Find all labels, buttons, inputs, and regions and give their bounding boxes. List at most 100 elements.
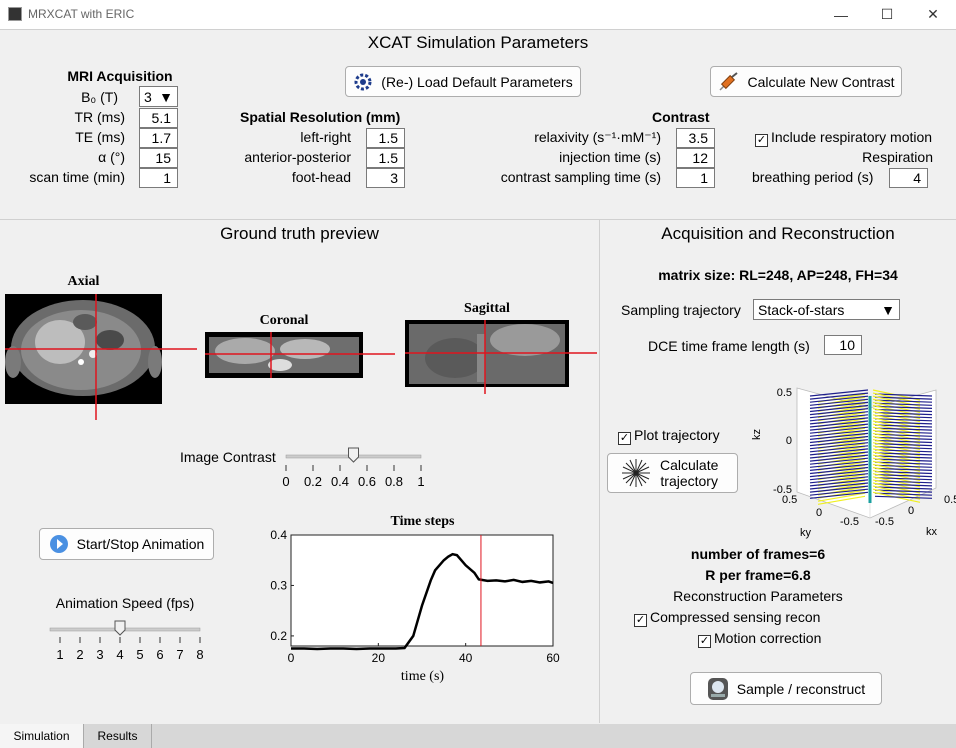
chart-xlabel: time (s) [400,669,445,684]
close-button[interactable]: ✕ [927,6,939,22]
trajectory-line [874,443,933,447]
plot-area [290,534,554,647]
calc-contrast-button[interactable]: Calculate New Contrast [710,66,902,97]
trajectory-value: Stack-of-stars [758,301,845,318]
ky-tick-1: 0 [816,507,822,519]
app-icon [8,7,22,21]
te-label: TE (ms) [75,129,125,145]
start-stop-button[interactable]: Start/Stop Animation [39,528,214,560]
b0-select[interactable]: 3 ▼ [139,86,178,107]
relaxivity-field[interactable]: 3.5 [676,128,715,148]
trajectory-line [809,420,869,428]
trajectory-line [809,398,869,406]
trajectory-line [809,448,869,456]
tr-field[interactable]: 5.1 [139,108,178,128]
lr-field[interactable]: 1.5 [366,128,405,148]
trajectory-line [809,491,869,499]
coronal-label: Coronal [259,313,309,328]
te-field[interactable]: 1.7 [139,128,178,148]
calc-trajectory-line1: Calculate [660,457,719,473]
trajectory-line [874,470,933,475]
trajectory-line [809,460,869,468]
cs-label: Compressed sensing recon [650,609,821,625]
maximize-button[interactable]: ☐ [880,6,894,22]
trajectory-label: Sampling trajectory [621,302,741,318]
series-line [291,552,554,651]
trajectory-line [809,488,869,496]
window-titlebar [0,0,956,29]
trajectory-line [874,427,933,431]
kx-axis-label: kx [926,526,938,538]
slider-tick-label: 0.8 [384,474,404,489]
slider-tick-label: 0 [282,474,290,489]
ky-tick-2: -0.5 [840,516,859,528]
minimize-button[interactable]: — [834,6,848,23]
section-divider [0,219,956,220]
include-resp-checkbox[interactable]: ✓ Include respiratory motion [755,129,932,147]
trajectory-line [809,439,869,447]
trajectory-line [874,461,933,465]
trajectory-line [809,392,869,400]
kx-tick-0: -0.5 [875,516,894,528]
load-default-button[interactable]: (Re-) Load Default Parameters [345,66,581,97]
x-tick-label: 40 [459,651,473,665]
sagittal-label: Sagittal [464,301,510,316]
image-contrast-slider[interactable] [281,446,431,490]
trajectory-line [874,480,933,484]
cs-checkbox[interactable]: ✓ Compressed sensing recon [634,609,820,627]
tab-simulation[interactable]: Simulation [0,724,84,748]
slider-thumb[interactable] [114,620,126,636]
plot-trajectory-label: Plot trajectory [634,427,720,443]
kx-tick-1: 0 [908,505,914,517]
trajectory-line [874,455,933,459]
motion-checkbox[interactable]: ✓ Motion correction [698,630,821,648]
tab-results[interactable]: Results [84,724,152,748]
slider-thumb[interactable] [348,447,359,463]
sampling-label: contrast sampling time (s) [500,169,661,185]
x-tick-label: 0 [288,651,295,665]
injection-field[interactable]: 12 [676,148,715,168]
chevron-down-icon: ▼ [881,301,895,318]
trajectory-line [809,466,869,475]
axial-label: Axial [67,274,100,289]
speed-slider[interactable] [45,617,210,661]
coronal-image [205,332,395,378]
ky-tick-0: 0.5 [782,494,797,506]
trajectory-line [874,492,933,496]
trajectory-line [874,467,933,471]
check-icon: ✓ [698,635,711,648]
trajectory-line [874,464,933,468]
frame-length-field[interactable]: 10 [824,335,862,355]
titlebar-divider [0,29,956,30]
plot-trajectory-checkbox[interactable]: ✓ Plot trajectory [618,427,720,445]
slider-tick-label: 3 [96,647,104,662]
trajectory-line [874,452,933,456]
trajectory-line [874,393,933,397]
check-icon: ✓ [634,614,647,627]
sample-reconstruct-button[interactable]: Sample / reconstruct [690,672,882,705]
tr-label: TR (ms) [74,109,125,125]
respiration-heading: Respiration [862,149,933,165]
ap-field[interactable]: 1.5 [366,148,405,168]
slider-tick-label: 0.2 [303,474,323,489]
trajectory-line [809,473,869,481]
trajectory-line [874,399,933,403]
kz-axis-label: kz [751,429,763,440]
contrast-heading: Contrast [652,109,710,125]
y-tick-label: 0.4 [270,530,287,542]
calc-trajectory-button[interactable]: Calculate trajectory [607,453,738,493]
scanner-icon [707,677,728,700]
time-steps-chart: 0 20 40 60 0.2 0.3 0.4 [270,530,560,665]
radial-lines-icon [622,459,650,487]
breathing-label: breathing period (s) [752,169,874,185]
acq-title: Acquisition and Reconstruction [661,224,895,243]
alpha-field[interactable]: 15 [139,148,178,168]
breathing-field[interactable]: 4 [889,168,928,188]
slider-tick-label: 0.6 [357,474,377,489]
sampling-field[interactable]: 1 [676,168,715,188]
scantime-field[interactable]: 1 [139,168,178,188]
trajectory-select[interactable]: Stack-of-stars ▼ [753,299,900,320]
fh-field[interactable]: 3 [366,168,405,188]
start-stop-label: Start/Stop Animation [76,536,205,552]
slider-tick-label: 4 [116,647,124,662]
